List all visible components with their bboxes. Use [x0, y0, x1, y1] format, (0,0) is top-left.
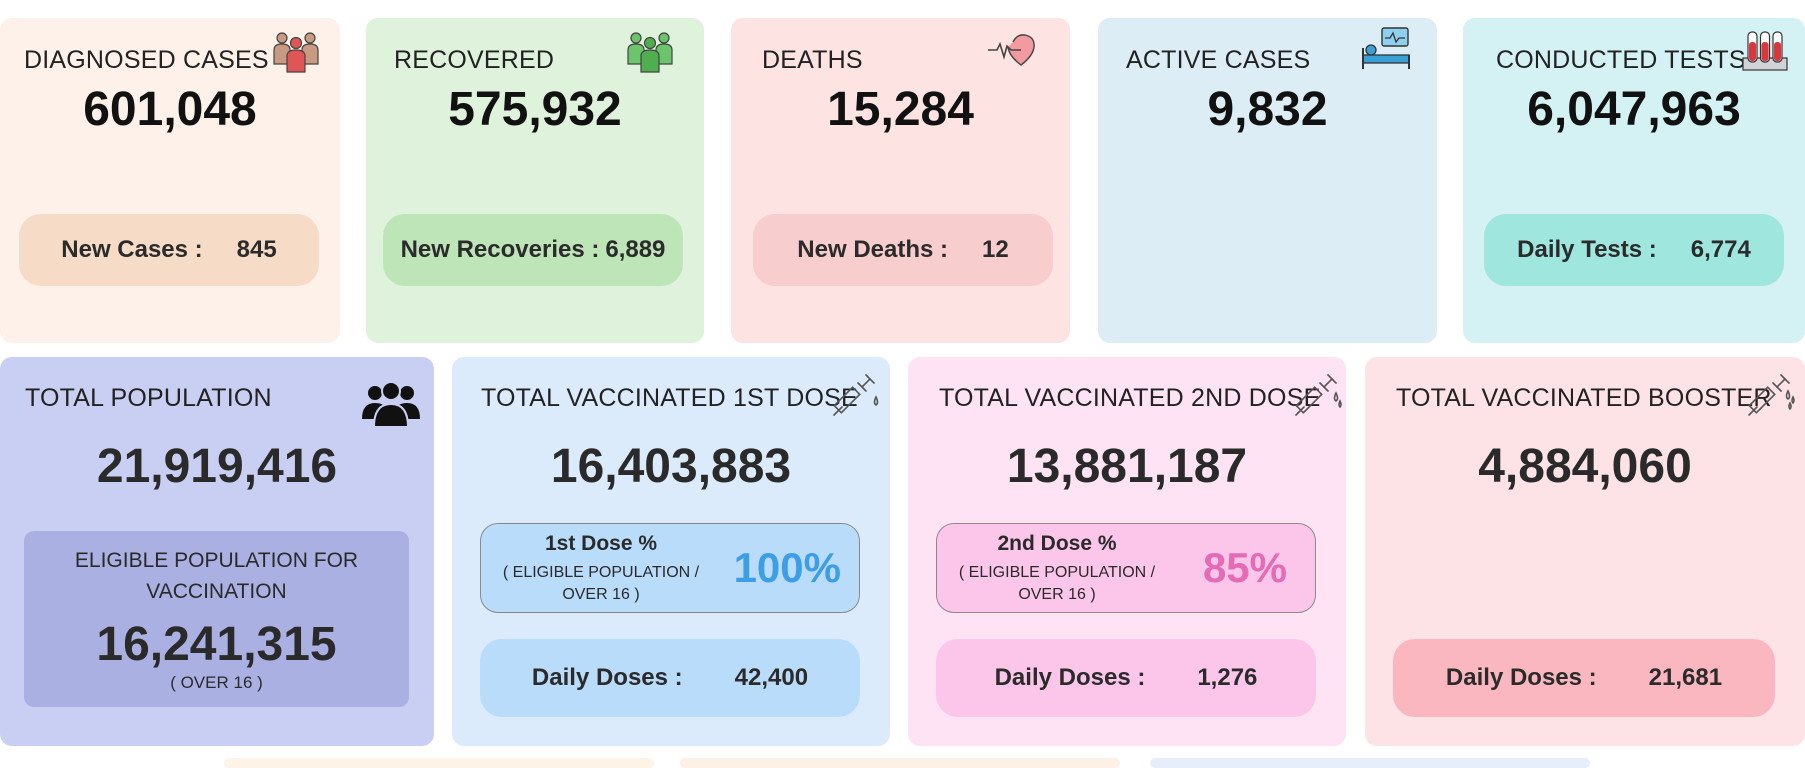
daily-value: 42,400 [734, 664, 809, 691]
card-title: TOTAL VACCINATED 2ND DOSE [939, 384, 1321, 412]
eligible-population-title: ELIGIBLE POPULATION FOR VACCINATION [24, 545, 409, 607]
card-title: TOTAL VACCINATED 1ST DOSE [481, 384, 858, 412]
total-population-card: TOTAL POPULATION 21,919,416 ELIGIBLE POP… [0, 357, 434, 746]
dose1-percent-box: 1st Dose % ( ELIGIBLE POPULATION / OVER … [480, 523, 860, 613]
eligible-population-note: ( OVER 16 ) [170, 673, 263, 692]
pill-label: New Deaths : [797, 236, 948, 263]
dose2-daily-doses-pill: Daily Doses : 1,276 [936, 639, 1316, 717]
partial-card [1150, 758, 1590, 768]
pct-note-line2: OVER 16 ) [1018, 586, 1096, 603]
pill-value: 12 [982, 236, 1009, 263]
heartbeat-icon [988, 34, 1035, 66]
pill-label: New Recoveries : [400, 236, 600, 263]
diagnosed-cases-card: DIAGNOSED CASES 601,048 New Cases : 845 [0, 18, 340, 343]
vaccinated-booster-card: TOTAL VACCINATED BOOSTER 4,884,060 Daily… [1365, 357, 1805, 746]
dose1-daily-doses-pill: Daily Doses : 42,400 [480, 639, 860, 717]
new-deaths-pill: New Deaths : 12 [753, 214, 1053, 286]
card-title: ACTIVE CASES [1126, 46, 1311, 74]
pct-note-line2: OVER 16 ) [562, 586, 640, 603]
card-title: TOTAL VACCINATED BOOSTER [1396, 384, 1772, 412]
diagnosed-cases-value: 601,048 [83, 83, 257, 136]
syringe-icon [1748, 374, 1795, 416]
eligible-population-value: 16,241,315 [96, 618, 337, 671]
daily-label: Daily Doses : [531, 664, 683, 691]
card-title: TOTAL POPULATION [25, 384, 272, 412]
conducted-tests-value: 6,047,963 [1527, 83, 1741, 136]
hospital-bed-icon [1362, 27, 1410, 69]
population-icon [362, 381, 420, 427]
vaccinated-1st-dose-card: TOTAL VACCINATED 1ST DOSE 16,403,883 1st… [452, 357, 890, 746]
pct-note-line1: ( ELIGIBLE POPULATION / [958, 564, 1156, 581]
booster-daily-doses-pill: Daily Doses : 21,681 [1393, 639, 1775, 717]
pill-value: 845 [236, 236, 277, 263]
daily-value: 1,276 [1197, 664, 1258, 691]
dose2-value: 13,881,187 [1006, 440, 1248, 493]
card-title: DIAGNOSED CASES [24, 46, 269, 74]
daily-value: 21,681 [1648, 664, 1723, 691]
total-population-value: 21,919,416 [96, 440, 338, 493]
eligible-population-box: ELIGIBLE POPULATION FOR VACCINATION 16,2… [24, 531, 409, 707]
deaths-value: 15,284 [827, 83, 974, 136]
booster-value: 4,884,060 [1478, 440, 1692, 493]
new-cases-pill: New Cases : 845 [19, 214, 319, 286]
dose2-percent-box: 2nd Dose % ( ELIGIBLE POPULATION / OVER … [936, 523, 1316, 613]
vaccinated-2nd-dose-card: TOTAL VACCINATED 2ND DOSE 13,881,187 2nd… [908, 357, 1346, 746]
people-group-icon [273, 32, 319, 73]
syringe-icon [833, 374, 879, 416]
daily-label: Daily Doses : [1445, 664, 1597, 691]
card-title: RECOVERED [394, 46, 555, 74]
dose2-percent-note: ( ELIGIBLE POPULATION / OVER 16 ) [937, 562, 1177, 606]
daily-label: Daily Doses : [994, 664, 1146, 691]
active-cases-card: ACTIVE CASES 9,832 [1098, 18, 1437, 343]
daily-tests-pill: Daily Tests : 6,774 [1484, 214, 1784, 286]
dose1-percent-value: 100% [733, 544, 841, 591]
pill-label: Daily Tests : [1517, 236, 1657, 263]
pct-note-line1: ( ELIGIBLE POPULATION / [502, 564, 700, 581]
new-recoveries-pill: New Recoveries : 6,889 [383, 214, 683, 286]
partial-card [680, 758, 1120, 768]
conducted-tests-card: CONDUCTED TESTS 6,047,963 Daily Tests : … [1463, 18, 1805, 343]
dose1-percent-note: ( ELIGIBLE POPULATION / OVER 16 ) [481, 562, 721, 606]
card-title: DEATHS [762, 46, 863, 74]
recovered-people-icon [627, 32, 673, 73]
deaths-card: DEATHS 15,284 New Deaths : 12 [731, 18, 1070, 343]
test-tubes-icon [1742, 31, 1788, 71]
dose1-value: 16,403,883 [550, 440, 792, 493]
dose2-percent-value: 85% [1202, 544, 1287, 591]
active-cases-value: 9,832 [1207, 83, 1328, 136]
pill-label: New Cases : [61, 236, 203, 263]
card-title: CONDUCTED TESTS [1496, 46, 1746, 74]
eligible-title-line2: VACCINATION [146, 580, 287, 603]
pill-value: 6,774 [1690, 236, 1751, 263]
syringe-icon [1295, 374, 1342, 416]
recovered-value: 575,932 [448, 83, 622, 136]
recovered-card: RECOVERED 575,932 New Recoveries : 6,889 [366, 18, 704, 343]
dose2-percent-heading: 2nd Dose % [997, 532, 1117, 555]
pill-value: 6,889 [605, 236, 666, 263]
eligible-title-line1: ELIGIBLE POPULATION FOR [74, 549, 359, 572]
partial-card [224, 758, 654, 768]
dose1-percent-heading: 1st Dose % [544, 532, 658, 555]
